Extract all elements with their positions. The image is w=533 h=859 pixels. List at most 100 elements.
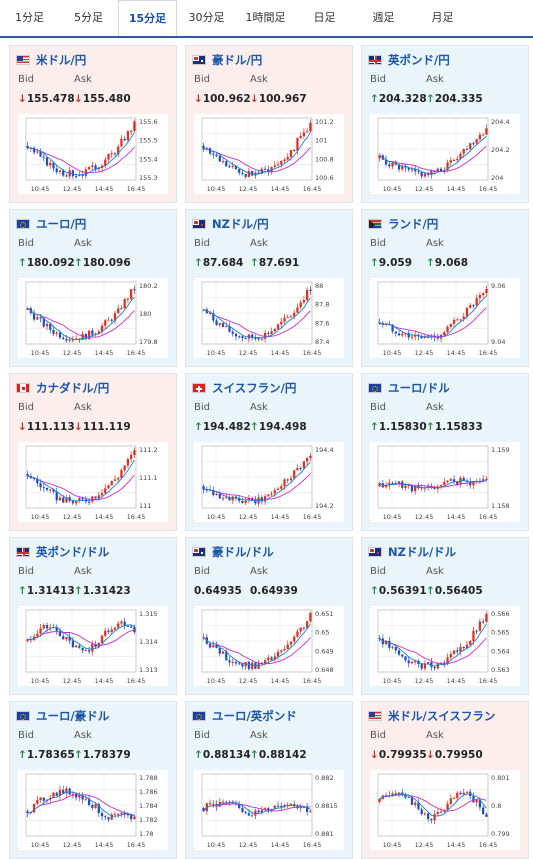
currency-pair-link[interactable]: 米ドル/スイスフラン [388,709,496,723]
mini-candlestick-chart[interactable]: 0.882 0.8815 0.881 10:45 12:45 14:45 16:45 [194,770,344,850]
x-tick-label: 10:45 [383,677,402,685]
rate-card[interactable]: 英ポンド/円 Bid Ask ↑204.328 ↑204.335 204.4 204.2 20… [361,45,529,203]
card-title[interactable]: ユーロ/ドル [368,380,450,396]
rate-card[interactable]: ランド/円 Bid Ask ↑9.059 ↑9.068 9.06 9.04 10:45 12:4… [361,209,529,367]
rate-card[interactable]: カナダドル/円 Bid Ask ↓111.113 ↓111.119 111.2 111.1 1… [9,373,177,531]
rate-card[interactable]: NZドル/ドル Bid Ask ↑0.56391 ↑0.56405 0.566 0.565 0… [361,537,529,695]
card-title[interactable]: NZドル/ドル [368,544,456,560]
mini-candlestick-chart[interactable]: 180.2 180 179.8 10:45 12:45 14:45 16:45 [18,278,168,358]
rate-card[interactable]: 豪ドル/ドル Bid Ask 0.64935 0.64939 0.651 0.65 0.649… [185,537,353,695]
tab-5[interactable]: 日足 [313,11,336,24]
card-title[interactable]: 米ドル/スイスフラン [368,708,495,724]
currency-pair-link[interactable]: NZドル/ドル [388,545,457,559]
mini-candlestick-chart[interactable]: 204.4 204.2 204 10:45 12:45 14:45 16:45 [370,114,520,194]
currency-pair-link[interactable]: 豪ドル/円 [212,53,263,67]
rate-card[interactable]: ユーロ/ドル Bid Ask ↑1.15830 ↑1.15833 1.159 1.158 10… [361,373,529,531]
card-title[interactable]: 英ポンド/円 [368,52,450,68]
candle-body [456,792,459,799]
currency-pair-link[interactable]: ユーロ/円 [36,217,87,231]
mini-candlestick-chart[interactable]: 0.566 0.565 0.564 0.563 10:45 12:45 14:45 16:45 [370,606,520,686]
au-flag-icon [192,55,206,65]
currency-pair-link[interactable]: ユーロ/英ポンド [212,709,297,723]
candle-body [384,324,388,326]
mini-candlestick-chart[interactable]: 1.315 1.314 1.313 10:45 12:45 14:45 16:45 [18,606,168,686]
currency-pair-link[interactable]: 英ポンド/円 [388,53,450,67]
plot-frame [25,117,137,181]
candle-body [452,650,456,654]
rate-card[interactable]: 米ドル/スイスフラン Bid Ask ↓0.79935 ↓0.79950 0.801 0.8… [361,701,529,859]
rate-card[interactable]: ユーロ/豪ドル Bid Ask ↑1.78365 ↑1.78379 1.788 1.786 1… [9,701,177,859]
currency-pair-link[interactable]: カナダドル/円 [36,381,110,395]
x-tick-label: 16:45 [127,513,146,521]
candle-body [81,498,84,500]
mini-candlestick-chart[interactable]: 155.6 155.5 155.4 155.3 10:45 12:45 14:45 16:45 [18,114,168,194]
rate-card[interactable]: ユーロ/英ポンド Bid Ask ↑0.88134 ↑0.88142 0.882 0.881… [185,701,353,859]
y-tick-label: 0.8 [491,802,501,810]
x-tick-label: 16:45 [303,349,322,357]
candle-body [475,630,478,632]
candle-body [65,338,68,341]
ask-value: ↑180.096 [74,257,131,269]
candle-body [110,319,113,321]
x-tick-label: 12:45 [415,185,434,193]
mini-candlestick-chart[interactable]: 194.4 194.2 10:45 12:45 14:45 16:45 [194,442,344,522]
candle-body [241,500,244,503]
candle-body [309,455,312,459]
card-title[interactable]: ユーロ/円 [16,216,86,232]
currency-pair-link[interactable]: ユーロ/豪ドル [36,709,110,723]
tab-3[interactable]: 30分足 [188,11,225,24]
tab-6[interactable]: 週足 [372,11,395,24]
rate-card[interactable]: 豪ドル/円 Bid Ask ↓100.962 ↓100.967 101.2 101 100.8… [185,45,353,203]
candle-body [472,143,475,145]
candle-body [221,323,225,328]
candle-body [449,323,452,327]
mini-candlestick-chart[interactable]: 101.2 101 100.8 100.6 10:45 12:45 14:45 16:45 [194,114,344,194]
mini-candlestick-chart[interactable]: 1.788 1.786 1.784 1.782 1.78 10:45 12:45 14:45 1… [18,770,168,850]
mini-candlestick-chart[interactable]: 111.2 111.1 111 10:45 12:45 14:45 16:45 [18,442,168,522]
card-title[interactable]: ランド/円 [368,216,438,232]
tab-0[interactable]: 1分足 [15,11,44,24]
currency-pair-link[interactable]: NZドル/円 [212,217,269,231]
trend-arrow-icon: ↑ [250,421,259,433]
mini-candlestick-chart[interactable]: 0.801 0.8 0.799 10:45 12:45 14:45 16:45 [370,770,520,850]
mini-candlestick-chart[interactable]: 0.651 0.65 0.649 0.648 10:45 12:45 14:45 16:45 [194,606,344,686]
rate-card[interactable]: 英ポンド/ドル Bid Ask ↑1.31413 ↑1.31423 1.315 1.314 1… [9,537,177,695]
candle-body [452,798,456,800]
currency-pair-link[interactable]: ユーロ/ドル [388,381,450,395]
bid-label: Bid [370,730,386,741]
currency-pair-link[interactable]: スイスフラン/円 [212,381,297,395]
card-title[interactable]: ユーロ/豪ドル [16,708,109,724]
mini-candlestick-chart[interactable]: 88 87.8 87.6 87.4 10:45 12:45 14:45 16:45 [194,278,344,358]
tab-1[interactable]: 5分足 [74,11,103,24]
plot-frame [377,281,489,345]
mini-candlestick-chart[interactable]: 1.159 1.158 10:45 12:45 14:45 16:45 [370,442,520,522]
rate-card[interactable]: ユーロ/円 Bid Ask ↑180.092 ↑180.096 180.2 180 179.8… [9,209,177,367]
candle-body [126,298,130,300]
tab-7[interactable]: 月足 [431,11,454,24]
rate-card[interactable]: NZドル/円 Bid Ask ↑87.684 ↑87.691 88 87.8 87.6 87.4… [185,209,353,367]
card-title[interactable]: 英ポンド/ドル [16,544,109,560]
candle-body [283,804,286,807]
card-title[interactable]: 米ドル/円 [16,52,86,68]
mini-candlestick-chart[interactable]: 9.06 9.04 10:45 12:45 14:45 16:45 [370,278,520,358]
x-tick-label: 14:45 [95,513,114,521]
bid-label: Bid [194,238,210,249]
card-title[interactable]: NZドル/円 [192,216,269,232]
card-title[interactable]: 豪ドル/ドル [192,544,274,560]
card-title[interactable]: 豪ドル/円 [192,52,262,68]
tab-4[interactable]: 1時間足 [245,11,286,24]
rate-card[interactable]: 米ドル/円 Bid Ask ↓155.478 ↓155.480 155.6 155.5 155… [9,45,177,203]
currency-pair-link[interactable]: 英ポンド/ドル [36,545,110,559]
card-title[interactable]: カナダドル/円 [16,380,109,396]
tab-2[interactable]: 15分足 [118,0,177,36]
card-title[interactable]: スイスフラン/円 [192,380,296,396]
eu-flag-icon [368,383,382,393]
candle-body [215,154,218,156]
currency-pair-link[interactable]: ランド/円 [388,217,439,231]
rate-card[interactable]: スイスフラン/円 Bid Ask ↑194.482 ↑194.498 194.4 194.2… [185,373,353,531]
y-tick-label: 1.782 [139,816,158,824]
y-tick-label: 100.6 [315,174,334,182]
currency-pair-link[interactable]: 米ドル/円 [36,53,87,67]
card-title[interactable]: ユーロ/英ポンド [192,708,297,724]
currency-pair-link[interactable]: 豪ドル/ドル [212,545,274,559]
